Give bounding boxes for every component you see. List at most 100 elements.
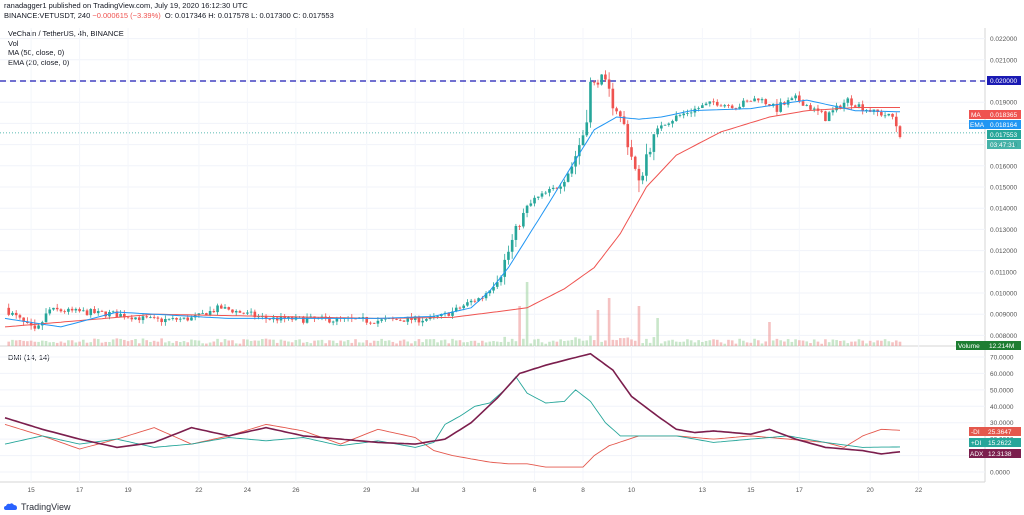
adx-line — [4, 352, 901, 455]
candle-body — [48, 309, 52, 314]
x-axis: 15 17 19 22 24 26 29 Jul 3 6 8 10 13 15 17 20 22 — [27, 487, 922, 494]
candle-body — [473, 300, 477, 302]
candle-body — [648, 151, 652, 155]
volume-bar — [175, 341, 178, 346]
volume-bar — [656, 318, 659, 346]
candle-body — [510, 239, 514, 252]
candle-body — [637, 168, 641, 181]
volume-bar — [503, 336, 507, 346]
candle-body — [287, 316, 290, 319]
volume-bar — [339, 340, 342, 346]
candle-body — [853, 105, 857, 107]
volume-bar — [44, 340, 48, 346]
candle-body — [581, 135, 585, 146]
volume-bar — [742, 340, 745, 346]
volume-bar — [421, 342, 424, 346]
candle-body — [570, 166, 574, 174]
volume-bar — [238, 343, 242, 346]
volume-bar — [734, 343, 738, 346]
candle-body — [656, 128, 659, 135]
candle-body — [55, 307, 59, 310]
candle-body — [115, 311, 119, 317]
volume-bar — [462, 342, 465, 346]
volume-bar — [331, 340, 335, 346]
candle-body — [522, 212, 525, 227]
candle-body — [160, 318, 163, 323]
volume-bar — [137, 343, 141, 346]
volume-bar — [249, 340, 253, 346]
candle-body — [417, 316, 421, 323]
legend-ema: EMA (20, close, 0) — [8, 57, 70, 67]
candle-body — [842, 102, 846, 108]
candle-body — [190, 317, 193, 321]
publish-line: ranadagger1 published on TradingView.com… — [4, 1, 248, 10]
candle-body — [175, 317, 178, 320]
candle-body — [611, 88, 615, 109]
candle-body — [447, 312, 451, 316]
candle-body — [801, 101, 805, 106]
volume-bar — [492, 341, 495, 346]
volume-bar — [279, 339, 283, 346]
volume-bar — [749, 342, 753, 346]
volume-bar — [540, 342, 544, 346]
candle-body — [134, 317, 137, 320]
candle-body — [488, 290, 492, 294]
volume-bar — [11, 339, 14, 346]
volume-bar — [40, 340, 44, 346]
svg-text:15.2622: 15.2622 — [988, 440, 1012, 447]
candle-body — [14, 312, 18, 316]
footer-brand[interactable]: TradingView — [4, 502, 71, 512]
candle-body — [630, 147, 633, 157]
volume-bar — [320, 339, 324, 346]
volume-bar — [577, 338, 581, 346]
volume-bar — [861, 340, 865, 346]
volume-bar — [119, 338, 122, 346]
volume-bar — [52, 341, 55, 346]
volume-bar — [85, 342, 89, 346]
candle-body — [566, 173, 570, 182]
candle-body — [671, 120, 674, 124]
volume-bar — [827, 342, 831, 346]
svg-text:0.018365: 0.018365 — [990, 112, 1017, 119]
candle-body — [641, 175, 644, 181]
candle-body — [93, 309, 96, 314]
volume-bar — [533, 339, 536, 346]
candle-body — [52, 307, 55, 310]
volume-bar — [507, 341, 510, 346]
candle-body — [503, 259, 507, 277]
volume-bar — [481, 340, 484, 346]
candle-body — [831, 110, 835, 113]
price-grid — [0, 28, 985, 482]
symbol-line: BINANCE:VETUSDT, 240 −0.000615 (−3.39%) … — [4, 11, 334, 21]
time-tick-label: 24 — [244, 487, 252, 494]
volume-bar — [208, 342, 212, 346]
volume-bar — [835, 340, 838, 346]
volume-bar — [253, 340, 257, 346]
volume-bar — [633, 340, 637, 346]
volume-bar — [287, 341, 290, 346]
time-tick-label: 22 — [915, 487, 923, 494]
svg-text:25.3647: 25.3647 — [988, 429, 1012, 436]
ohlc-values: O: 0.017346 H: 0.017578 L: 0.017300 C: 0… — [164, 11, 334, 20]
volume-bar — [779, 340, 782, 346]
candle-body — [585, 122, 589, 136]
volume-bar — [674, 341, 678, 346]
volume-bar — [574, 337, 577, 346]
volume-bar — [551, 340, 555, 346]
price-tick-label: 0.013000 — [990, 227, 1017, 234]
candle-body — [145, 316, 149, 318]
volume-bar — [499, 342, 503, 346]
volume-bar — [495, 341, 499, 346]
brand-name: TradingView — [21, 502, 71, 512]
candle-body — [137, 317, 141, 321]
ema-line — [4, 99, 900, 328]
svg-text:0.018164: 0.018164 — [990, 122, 1017, 129]
candle-body — [264, 316, 268, 319]
volume-bar — [316, 340, 320, 346]
candle-body — [540, 193, 544, 197]
volume-bar — [615, 340, 618, 346]
volume-tag: Volume 12.214M — [956, 341, 1021, 350]
candle-body — [533, 197, 536, 204]
svg-text:0.020000: 0.020000 — [990, 78, 1017, 85]
